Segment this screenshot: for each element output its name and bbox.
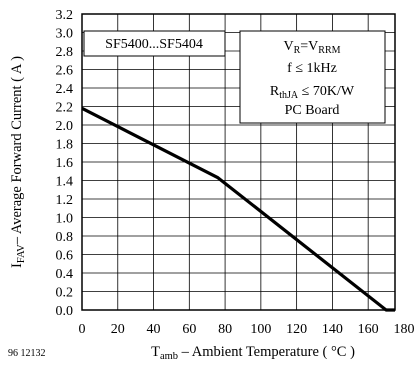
plot-frame: [81, 13, 396, 311]
figure-id: 96 12132: [8, 348, 46, 359]
y-tick-label: 2.6: [56, 64, 74, 79]
y-tick-label: 0.2: [56, 286, 74, 301]
y-tick-label: 1.8: [56, 138, 74, 153]
condition-board: PC Board: [285, 103, 340, 118]
y-tick-label: 2.4: [56, 82, 74, 97]
device-label: SF5400...SF5404: [105, 37, 203, 52]
condition-voltage: VR=VRRM: [283, 39, 340, 56]
x-tick-label: 100: [250, 322, 271, 337]
x-tick-label: 60: [182, 322, 196, 337]
y-tick-label: 3.2: [56, 8, 74, 23]
x-tick-label: 40: [147, 322, 161, 337]
y-tick-label: 3.0: [56, 27, 74, 42]
condition-frequency: f ≤ 1kHz: [287, 61, 337, 76]
y-tick-label: 1.4: [56, 175, 74, 190]
y-axis-label: IFAV– Average Forward Current ( A ): [9, 56, 27, 268]
y-tick-label: 0.4: [56, 267, 74, 282]
tick-labels: 0 20 40 60 80 100 120 140 160 180 0.0 0.2 0.4 0.6 0.8 1…: [56, 8, 415, 337]
x-tick-label: 120: [286, 322, 307, 337]
y-tick-label: 1.2: [56, 193, 74, 208]
x-tick-label: 80: [218, 322, 232, 337]
y-tick-label: 0.0: [56, 304, 74, 319]
device-label-box: [83, 30, 226, 57]
y-tick-label: 0.8: [56, 230, 74, 245]
x-tick-label: 160: [358, 322, 379, 337]
x-tick-label: 20: [111, 322, 125, 337]
y-tick-label: 1.6: [56, 156, 74, 171]
condition-thermal-resistance: RthJA ≤ 70K/W: [270, 84, 355, 101]
x-axis-label: Tamb – Ambient Temperature ( °C ): [151, 344, 355, 362]
conditions-box: [239, 30, 386, 124]
x-tick-label: 140: [322, 322, 343, 337]
y-tick-label: 1.0: [56, 212, 74, 227]
x-tick-label: 180: [393, 322, 414, 337]
y-tick-label: 0.6: [56, 249, 74, 264]
series-line-derating: [81, 106, 395, 312]
x-tick-label: 0: [79, 322, 86, 337]
y-tick-label: 2.2: [56, 101, 74, 116]
y-tick-label: 2.8: [56, 45, 74, 60]
y-tick-label: 2.0: [56, 119, 74, 134]
